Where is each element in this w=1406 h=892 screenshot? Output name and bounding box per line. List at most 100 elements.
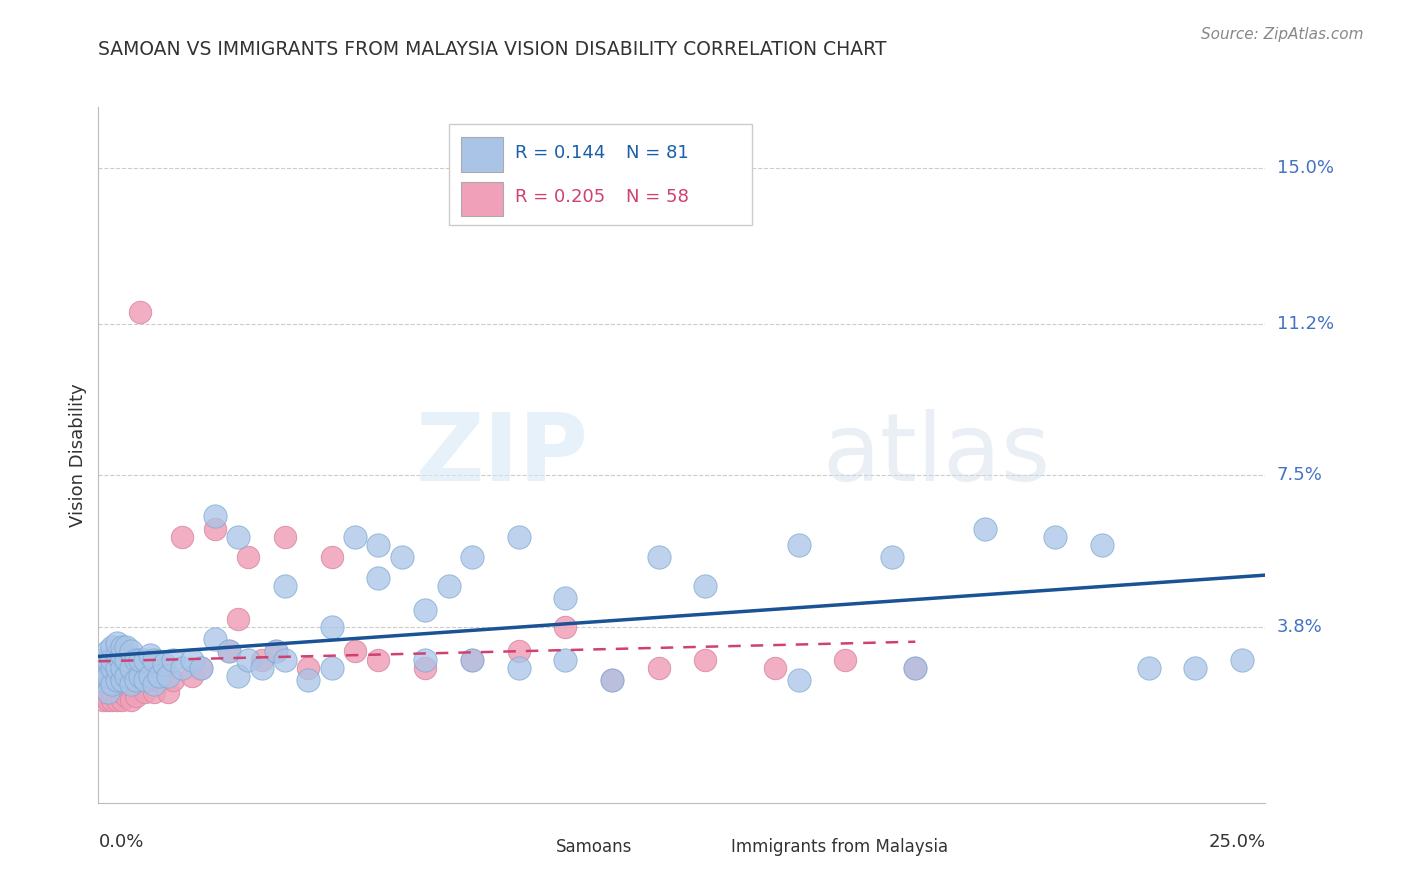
Text: Immigrants from Malaysia: Immigrants from Malaysia [731, 838, 948, 855]
Point [105, 636, 128, 650]
Point [91, 661, 114, 675]
Point [105, 648, 128, 663]
Point [1184, 661, 1206, 675]
Point [344, 530, 367, 544]
Point [120, 644, 142, 658]
Point [129, 304, 152, 318]
Point [101, 661, 124, 675]
Point [647, 661, 669, 675]
Text: atlas: atlas [823, 409, 1050, 501]
Point [647, 550, 669, 565]
Point [120, 673, 142, 687]
Point [321, 620, 343, 634]
FancyBboxPatch shape [461, 137, 503, 171]
Point [115, 690, 138, 704]
Point [101, 640, 124, 655]
Point [508, 644, 530, 658]
Point [180, 652, 202, 666]
Point [367, 571, 389, 585]
Point [172, 530, 194, 544]
Point [97, 644, 120, 658]
Point [97, 661, 120, 675]
Point [111, 673, 134, 687]
Point [250, 661, 273, 675]
Point [111, 669, 134, 683]
Point [115, 665, 138, 679]
Text: 7.5%: 7.5% [1277, 467, 1323, 484]
Point [111, 681, 134, 696]
Point [172, 661, 194, 675]
Point [367, 538, 389, 552]
Point [97, 685, 120, 699]
FancyBboxPatch shape [679, 833, 725, 862]
Point [321, 550, 343, 565]
Point [115, 669, 138, 683]
Point [105, 669, 128, 683]
Point [139, 673, 162, 687]
Point [297, 673, 319, 687]
Point [157, 685, 180, 699]
Point [111, 648, 134, 663]
Point [274, 579, 297, 593]
FancyBboxPatch shape [505, 833, 550, 862]
Point [129, 669, 152, 683]
Point [97, 669, 120, 683]
Point [120, 677, 142, 691]
Point [413, 661, 436, 675]
Point [125, 652, 148, 666]
Point [101, 652, 124, 666]
Point [236, 550, 259, 565]
Point [97, 693, 120, 707]
Point [554, 591, 576, 606]
Point [97, 652, 120, 666]
Point [204, 509, 226, 524]
Point [1091, 538, 1114, 552]
Point [91, 652, 114, 666]
Text: R = 0.144: R = 0.144 [515, 145, 606, 162]
Point [413, 652, 436, 666]
Point [834, 652, 856, 666]
Point [101, 661, 124, 675]
Point [111, 661, 134, 675]
Point [1230, 652, 1253, 666]
Point [321, 661, 343, 675]
Point [148, 669, 170, 683]
Point [218, 644, 240, 658]
Point [508, 530, 530, 544]
Point [461, 550, 484, 565]
FancyBboxPatch shape [461, 182, 503, 216]
Point [344, 644, 367, 658]
Point [105, 673, 128, 687]
Point [129, 652, 152, 666]
Point [134, 652, 156, 666]
Text: Source: ZipAtlas.com: Source: ZipAtlas.com [1201, 27, 1364, 42]
Point [695, 652, 717, 666]
Point [236, 652, 259, 666]
Point [101, 673, 124, 687]
Point [904, 661, 927, 675]
FancyBboxPatch shape [449, 124, 752, 226]
Point [904, 661, 927, 675]
Point [115, 640, 138, 655]
Point [1045, 530, 1067, 544]
Point [125, 690, 148, 704]
Point [143, 677, 166, 691]
Point [97, 685, 120, 699]
Text: 3.8%: 3.8% [1277, 618, 1322, 636]
Point [111, 640, 134, 655]
Point [91, 673, 114, 687]
Text: 15.0%: 15.0% [1277, 160, 1333, 178]
Point [787, 538, 810, 552]
Point [880, 550, 903, 565]
Point [97, 652, 120, 666]
Point [413, 603, 436, 617]
Point [115, 652, 138, 666]
Point [139, 669, 162, 683]
Text: 0.0%: 0.0% [98, 833, 143, 851]
Point [148, 673, 170, 687]
Text: Samoans: Samoans [555, 838, 633, 855]
Point [190, 661, 212, 675]
Y-axis label: Vision Disability: Vision Disability [69, 383, 87, 527]
Point [180, 669, 202, 683]
Point [250, 652, 273, 666]
